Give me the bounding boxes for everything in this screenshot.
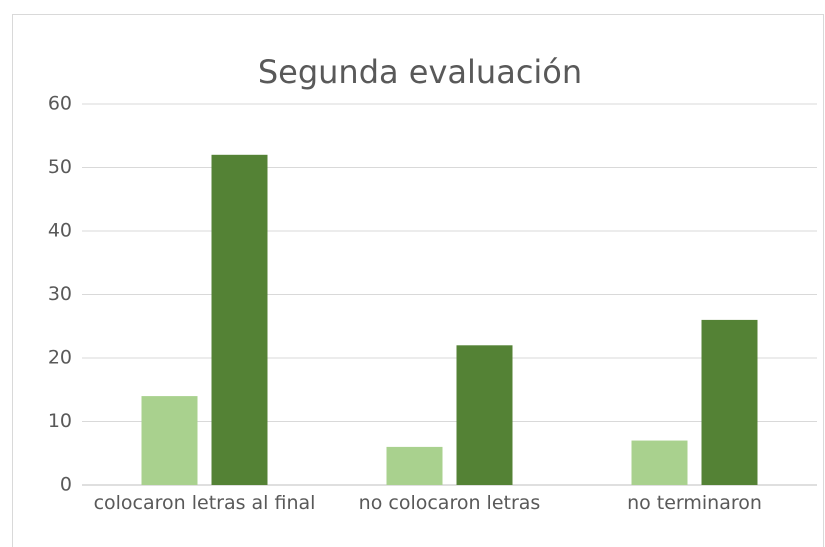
y-tick-label: 20	[48, 347, 72, 369]
y-tick-label: 50	[48, 156, 72, 178]
x-tick-label: colocaron letras al final	[93, 492, 316, 514]
bar	[386, 446, 443, 485]
y-tick-label: 10	[48, 410, 72, 432]
x-tick-label: no colocaron letras	[358, 492, 541, 514]
bar	[701, 319, 758, 485]
chart-title: Segunda evaluación	[258, 53, 582, 91]
bar	[211, 154, 268, 486]
y-tick-label: 60	[48, 93, 72, 115]
x-tick-label: no terminaron	[627, 492, 762, 514]
bar	[456, 345, 513, 485]
bar	[141, 396, 198, 485]
bar	[631, 440, 688, 485]
y-tick-label: 30	[48, 283, 72, 305]
y-tick-label: 0	[60, 474, 72, 496]
y-tick-label: 40	[48, 220, 72, 242]
